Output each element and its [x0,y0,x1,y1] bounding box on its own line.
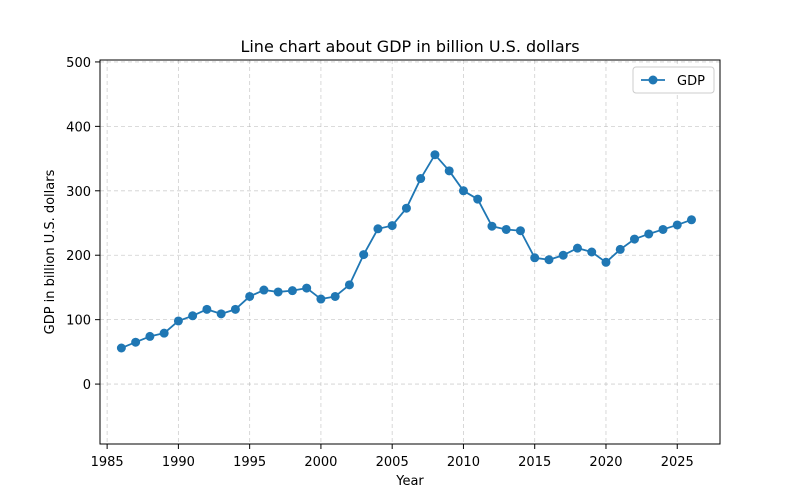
data-point [344,280,354,290]
data-point [686,215,696,225]
data-point [473,194,483,204]
grid-lines [100,60,720,444]
data-point [259,285,269,295]
legend-box [632,66,715,94]
data-point [245,291,255,301]
y-tick-label: 0 [83,378,91,393]
data-point [416,174,426,184]
data-point [188,311,198,321]
data-point [230,304,240,314]
data-point [216,309,226,319]
data-point [145,331,155,341]
data-point [515,226,525,236]
data-point [202,304,212,314]
data-point [273,287,283,297]
data-point [131,337,141,347]
data-point [487,221,497,231]
y-tick-label: 400 [66,120,91,135]
data-point [302,283,312,293]
data-point [458,186,468,196]
data-point [644,229,654,239]
data-point [587,247,597,257]
plot-frame [99,59,721,445]
legend-label-gdp: GDP [677,74,705,89]
x-tick-label: 2025 [661,455,694,470]
data-point [558,250,568,260]
data-point [330,291,340,301]
x-tick-label: 1985 [91,455,124,470]
y-tick-label: 300 [66,185,91,200]
series-layer [116,150,696,353]
legend-marker-swatch [648,75,658,85]
data-point [287,286,297,296]
data-point [444,166,454,176]
x-tick-label: 2000 [304,455,337,470]
data-point [430,150,440,160]
x-tick-label: 2020 [589,455,622,470]
data-point [373,224,383,234]
data-point [672,220,682,230]
x-tick-label: 2005 [376,455,409,470]
data-point [401,203,411,213]
data-point [601,257,611,267]
data-point [316,294,326,304]
data-point [530,253,540,263]
y-tick-label: 200 [66,249,91,264]
axes: 1985 1990 1995 2000 2005 2010 2015 2020 2025 0 100… [66,56,694,470]
chart-title: Line chart about GDP in billion U.S. dol… [240,37,579,56]
data-point [629,234,639,244]
y-tick-label: 100 [66,314,91,329]
data-point [658,224,668,234]
data-point [173,316,183,326]
data-point [116,343,126,353]
y-axis-label: GDP in billion U.S. dollars [43,169,58,334]
data-point [615,244,625,254]
data-point [387,221,397,231]
x-tick-label: 2015 [518,455,551,470]
legend: GDP [632,66,715,94]
x-axis-label: Year [395,474,424,489]
data-point [544,255,554,265]
data-point [572,243,582,253]
y-tick-label: 500 [66,56,91,71]
data-point [159,328,169,338]
x-tick-label: 2010 [447,455,480,470]
x-tick-label: 1995 [233,455,266,470]
data-point [501,224,511,234]
x-tick-label: 1990 [162,455,195,470]
data-point [359,250,369,260]
